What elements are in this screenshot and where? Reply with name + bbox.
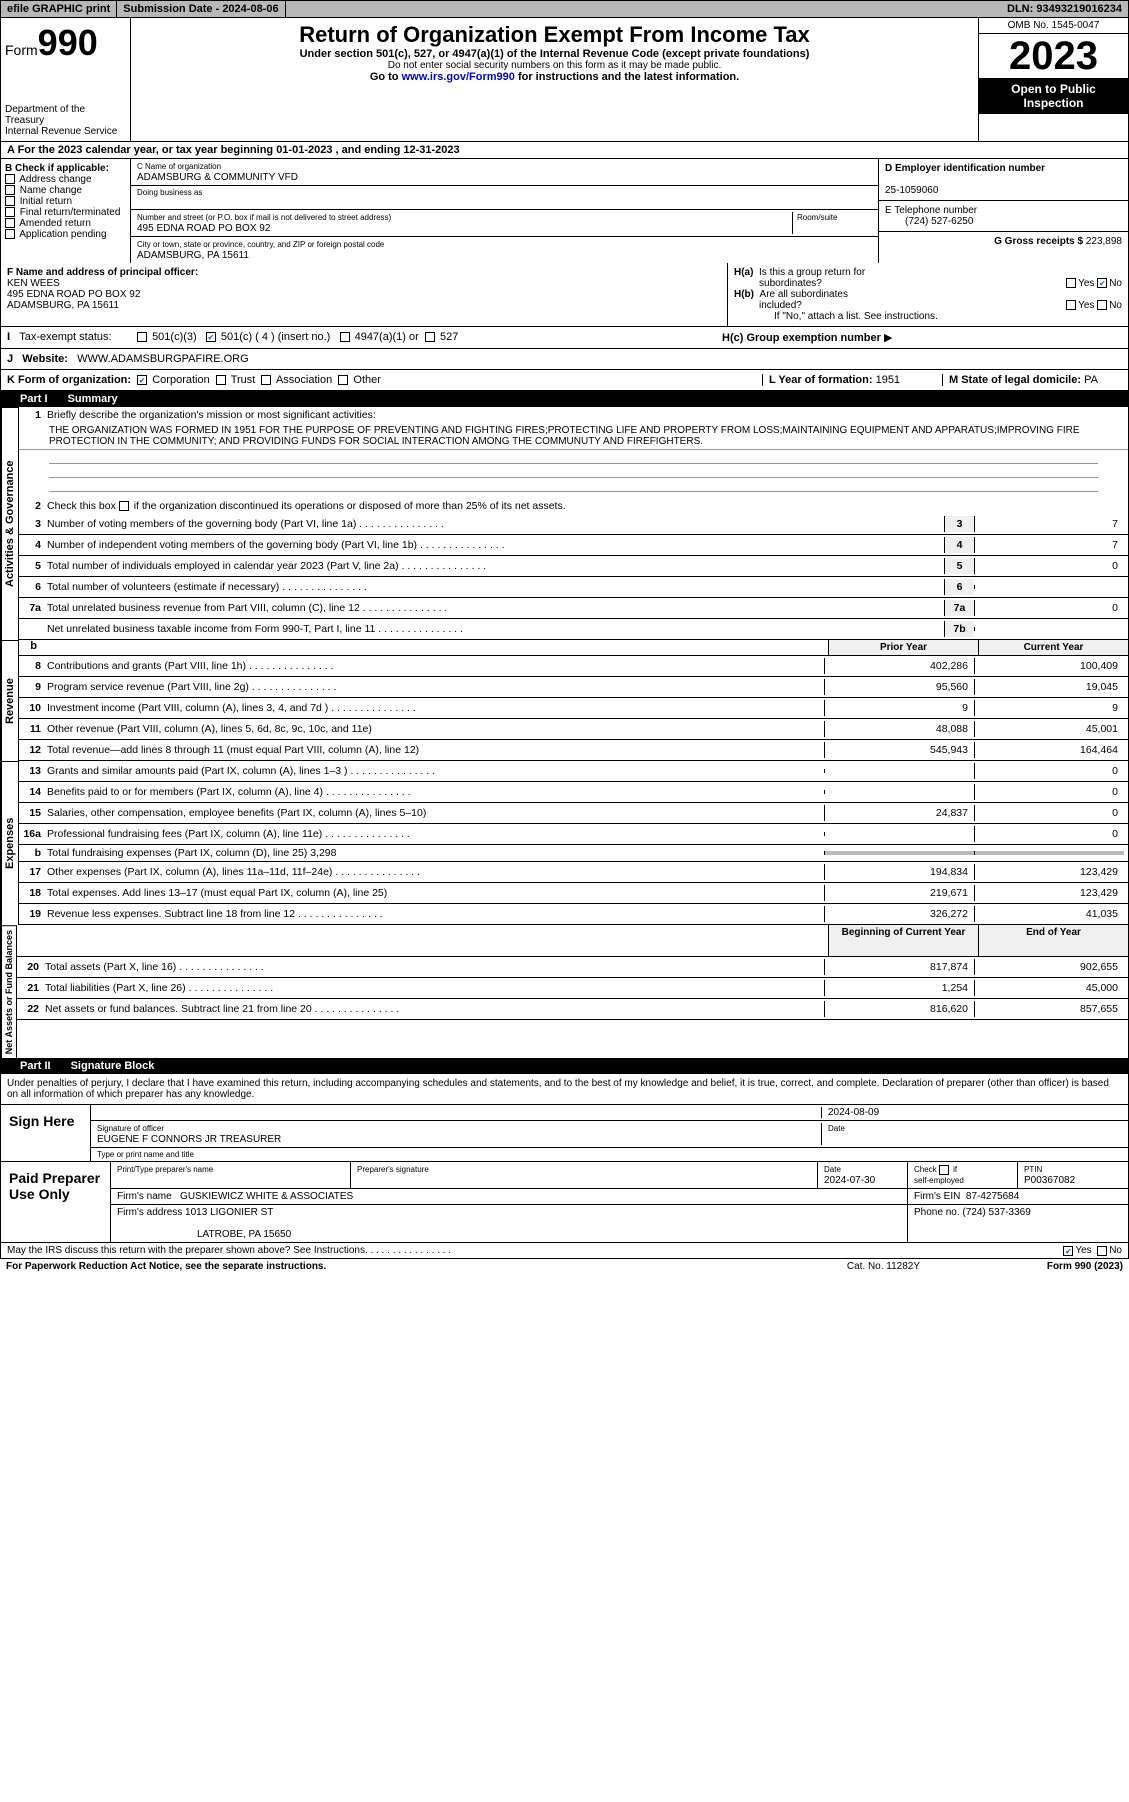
officer-sig-name: EUGENE F CONNORS JR TREASURER [97,1134,281,1145]
prep-date: 2024-07-30 [824,1175,875,1186]
ptin: P00367082 [1024,1175,1075,1186]
cb-501c[interactable] [206,332,216,342]
cb-amended[interactable] [5,218,15,228]
open-public: Open to Public Inspection [979,78,1128,114]
sign-here: Sign Here 2024-08-09 Signature of office… [0,1105,1129,1162]
mission: THE ORGANIZATION WAS FORMED IN 1951 FOR … [19,423,1128,450]
header-right: OMB No. 1545-0047 2023 Open to Public In… [978,18,1128,141]
state-domicile: PA [1084,374,1098,386]
cb-ha-no[interactable] [1097,278,1107,288]
section-c: C Name of organizationADAMSBURG & COMMUN… [131,159,878,263]
firm-ein: 87-4275684 [966,1191,1019,1202]
firm-addr1: 1013 LIGONIER ST [185,1207,273,1218]
cb-assoc[interactable] [261,375,271,385]
ein: 25-1059060 [885,185,938,196]
year-formation: 1951 [876,374,900,386]
phone: (724) 527-6250 [885,216,973,227]
activities-governance: Activities & Governance 1Briefly describ… [0,407,1129,640]
form-ref: Form 990 (2023) [1047,1261,1123,1272]
discuss-row: May the IRS discuss this return with the… [0,1243,1129,1259]
section-j: J Website: WWW.ADAMSBURGPAFIRE.ORG [0,349,1129,370]
cb-discuss-yes[interactable] [1063,1246,1073,1256]
form-subtitle: Under section 501(c), 527, or 4947(a)(1)… [135,48,974,60]
sign-here-label: Sign Here [1,1105,91,1161]
section-f: F Name and address of principal officer:… [1,263,728,326]
cb-corp[interactable] [137,375,147,385]
v5: 0 [974,558,1124,574]
form-number: 990 [38,22,98,63]
perjury-statement: Under penalties of perjury, I declare th… [0,1074,1129,1105]
address: 495 EDNA ROAD PO BOX 92 [137,223,270,234]
firm-name: GUSKIEWICZ WHITE & ASSOCIATES [180,1191,353,1202]
cb-discontinued[interactable] [119,501,129,511]
section-i: I Tax-exempt status: 501(c)(3) 501(c) ( … [0,327,1129,349]
vert-exp: Expenses [1,761,19,925]
header-left: Form990 Department of the TreasuryIntern… [1,18,131,141]
section-b: B Check if applicable: Address change Na… [0,159,1129,263]
top-bar: efile GRAPHIC print Submission Date - 20… [0,0,1129,18]
b-label: B Check if applicable: [5,163,126,174]
submission-date: Submission Date - 2024-08-06 [117,1,285,17]
vert-nafb: Net Assets or Fund Balances [1,925,17,1058]
cb-hb-no[interactable] [1097,300,1107,310]
omb-number: OMB No. 1545-0047 [979,18,1128,34]
cb-527[interactable] [425,332,435,342]
tax-year: 2023 [979,34,1128,78]
dln: DLN: 93493219016234 [1001,1,1128,17]
paperwork-notice: For Paperwork Reduction Act Notice, see … [6,1261,847,1272]
cat-no: Cat. No. 11282Y [847,1261,1047,1272]
cb-4947[interactable] [340,332,350,342]
prep-phone: (724) 537-3369 [962,1207,1030,1218]
cb-name-change[interactable] [5,185,15,195]
form-header: Form990 Department of the TreasuryIntern… [0,18,1129,142]
cb-app-pending[interactable] [5,229,15,239]
cb-final-return[interactable] [5,207,15,217]
part2-header: Part II Signature Block [0,1058,1129,1074]
dept-treasury: Department of the TreasuryInternal Reven… [5,104,126,137]
cb-other[interactable] [338,375,348,385]
irs-link[interactable]: www.irs.gov/Form990 [402,71,515,83]
paid-preparer: Paid Preparer Use Only Print/Type prepar… [0,1162,1129,1243]
cb-discuss-no[interactable] [1097,1246,1107,1256]
efile-print-button[interactable]: efile GRAPHIC print [1,1,117,17]
form-title: Return of Organization Exempt From Incom… [135,22,974,48]
v6 [974,585,1124,589]
section-fh: F Name and address of principal officer:… [0,263,1129,327]
net-assets-section: Net Assets or Fund Balances Beginning of… [0,925,1129,1058]
website: WWW.ADAMSBURGPAFIRE.ORG [77,353,249,365]
v3: 7 [974,516,1124,532]
vert-ag: Activities & Governance [1,407,19,640]
sign-date: 2024-08-09 [822,1107,1122,1118]
firm-addr2: LATROBE, PA 15650 [117,1229,291,1240]
v7a: 0 [974,600,1124,616]
vert-rev: Revenue [1,640,19,761]
section-h: H(a) Is this a group return for subordin… [728,263,1128,326]
form-prefix: Form [5,42,38,58]
expenses-section: Expenses 13Grants and similar amounts pa… [0,761,1129,925]
header-mid: Return of Organization Exempt From Incom… [131,18,978,141]
gross-receipts: 223,898 [1086,236,1122,247]
v4: 7 [974,537,1124,553]
cb-trust[interactable] [216,375,226,385]
cb-501c3[interactable] [137,332,147,342]
part1-header: Part I Summary [0,391,1129,407]
cb-address-change[interactable] [5,174,15,184]
line-a: A For the 2023 calendar year, or tax yea… [0,142,1129,159]
cb-initial-return[interactable] [5,196,15,206]
footer: For Paperwork Reduction Act Notice, see … [0,1259,1129,1274]
org-name: ADAMSBURG & COMMUNITY VFD [137,172,298,183]
goto-line: Go to www.irs.gov/Form990 for instructio… [135,71,974,83]
paid-preparer-label: Paid Preparer Use Only [1,1162,111,1242]
section-b-checkboxes: B Check if applicable: Address change Na… [1,159,131,263]
city-state-zip: ADAMSBURG, PA 15611 [137,250,249,261]
v7b [974,627,1124,631]
cb-self-employed[interactable] [939,1165,949,1175]
officer-name: KEN WEES [7,278,721,289]
section-klm: K Form of organization: Corporation Trus… [0,370,1129,391]
cb-hb-yes[interactable] [1066,300,1076,310]
section-deg: D Employer identification number25-10590… [878,159,1128,263]
ssn-warning: Do not enter social security numbers on … [135,60,974,71]
revenue-section: Revenue bPrior YearCurrent Year 8Contrib… [0,640,1129,761]
cb-ha-yes[interactable] [1066,278,1076,288]
